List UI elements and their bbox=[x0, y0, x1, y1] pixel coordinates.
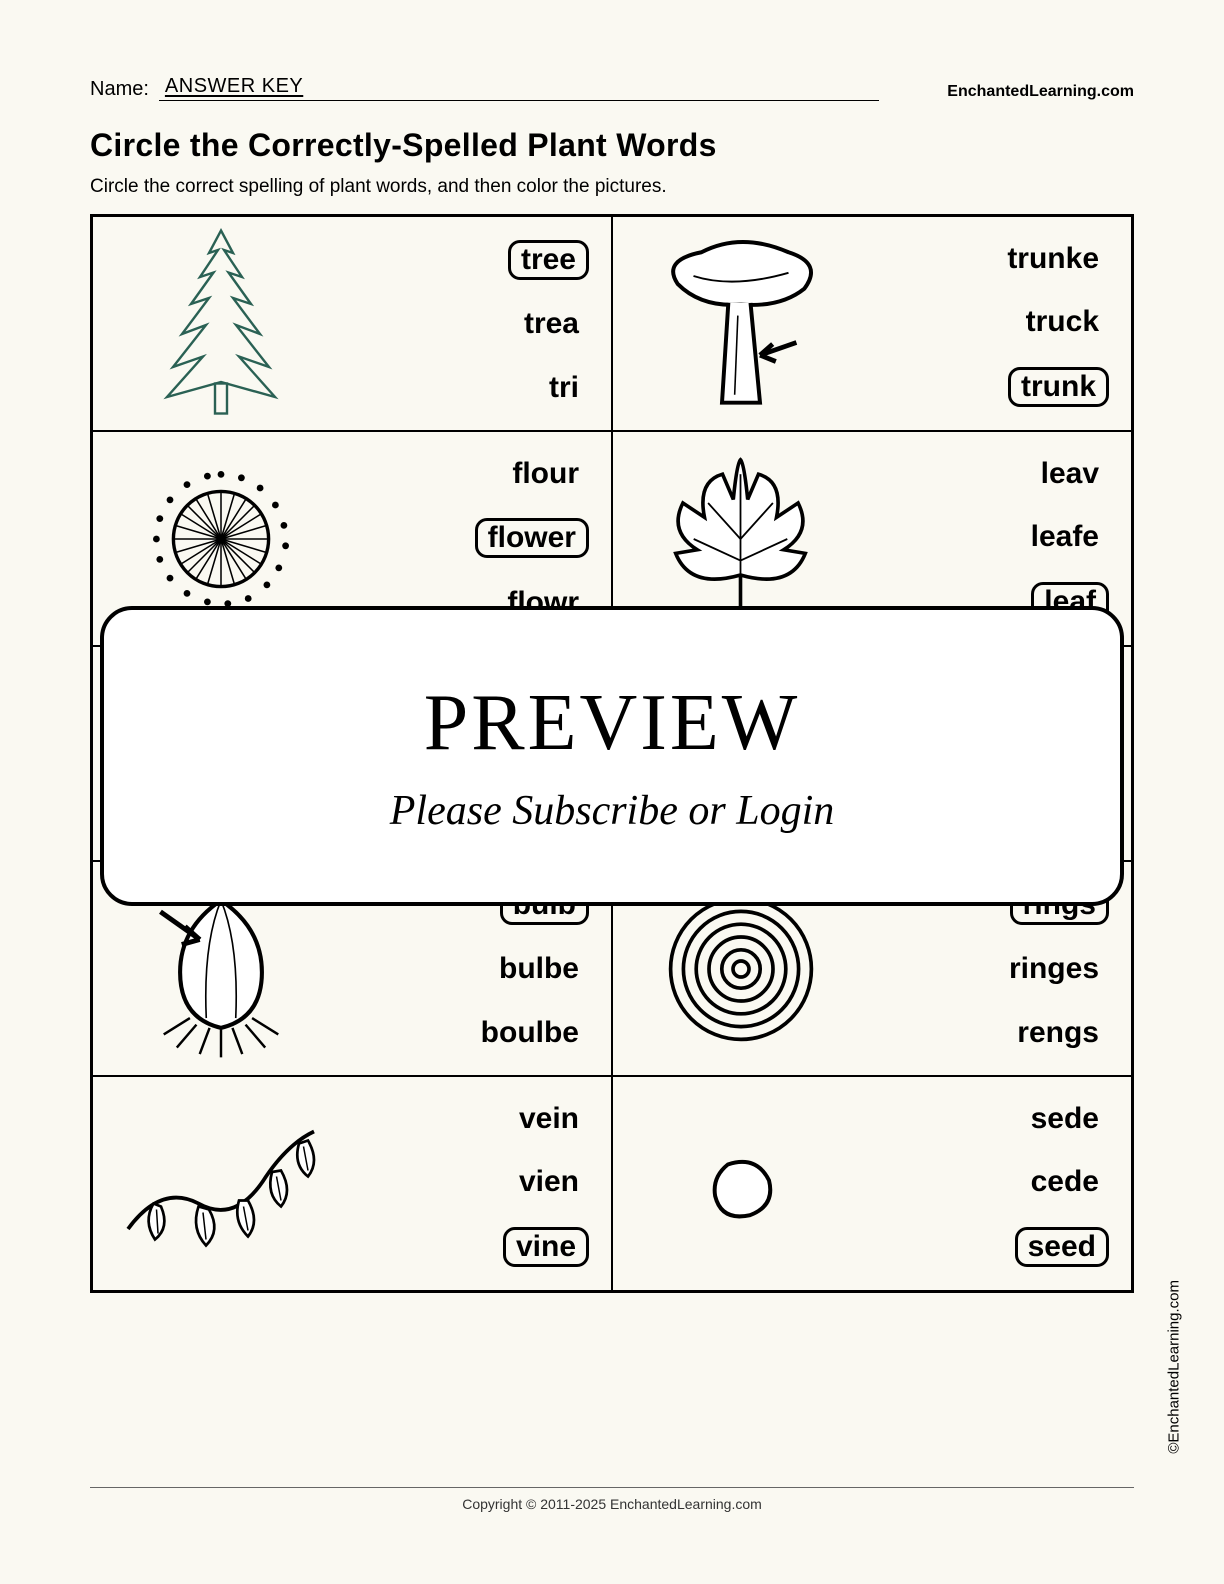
header-row: Name: ANSWER KEY EnchantedLearning.com bbox=[90, 75, 1134, 101]
pine-tree-icon bbox=[93, 217, 348, 430]
trunk-icon bbox=[613, 217, 868, 430]
copyright: Copyright © 2011-2025 EnchantedLearning.… bbox=[462, 1496, 762, 1512]
brand-top: EnchantedLearning.com bbox=[947, 83, 1134, 101]
word-options: tree trea tri bbox=[348, 217, 611, 430]
name-label: Name: bbox=[90, 78, 149, 101]
word-option: seed bbox=[1015, 1227, 1109, 1267]
name-field: Name: ANSWER KEY bbox=[90, 75, 879, 101]
overlay-subtitle: Please Subscribe or Login bbox=[390, 787, 834, 835]
grid-cell: vein vien vine bbox=[92, 1076, 612, 1291]
word-option: vein bbox=[509, 1100, 589, 1138]
overlay-title: PREVIEW bbox=[424, 678, 801, 769]
word-option: leav bbox=[1031, 455, 1109, 493]
preview-overlay[interactable]: PREVIEW Please Subscribe or Login bbox=[100, 606, 1124, 906]
vine-icon bbox=[93, 1077, 348, 1290]
word-option: tree bbox=[508, 240, 589, 280]
word-option: tri bbox=[539, 369, 589, 407]
word-option: sede bbox=[1021, 1100, 1109, 1138]
word-options: vein vien vine bbox=[348, 1077, 611, 1290]
instructions: Circle the correct spelling of plant wor… bbox=[90, 176, 1134, 198]
word-option: leafe bbox=[1021, 518, 1109, 556]
word-option: flour bbox=[502, 455, 589, 493]
footer: Copyright © 2011-2025 EnchantedLearning.… bbox=[0, 1487, 1224, 1512]
word-option: ringes bbox=[999, 950, 1109, 988]
word-option: flower bbox=[475, 518, 589, 558]
word-option: trea bbox=[514, 305, 589, 343]
grid-cell: trunke truck trunk bbox=[612, 216, 1132, 431]
word-option: vien bbox=[509, 1163, 589, 1201]
side-brand: ©EnchantedLearning.com bbox=[1166, 1280, 1183, 1454]
word-option: bulbe bbox=[489, 950, 589, 988]
seed-icon bbox=[613, 1077, 868, 1290]
word-option: trunke bbox=[997, 240, 1109, 278]
grid-row: tree trea tri trunke truck trunk bbox=[92, 216, 1132, 431]
name-value: ANSWER KEY bbox=[159, 75, 879, 101]
grid-row: vein vien vine sede cede seed bbox=[92, 1076, 1132, 1291]
footer-divider bbox=[90, 1487, 1134, 1488]
word-options: trunke truck trunk bbox=[868, 217, 1131, 430]
word-option: truck bbox=[1016, 303, 1109, 341]
word-option: boulbe bbox=[471, 1014, 589, 1052]
word-option: rengs bbox=[1007, 1014, 1109, 1052]
word-option: cede bbox=[1021, 1163, 1109, 1201]
grid-cell: tree trea tri bbox=[92, 216, 612, 431]
word-option: trunk bbox=[1008, 367, 1109, 407]
page-title: Circle the Correctly-Spelled Plant Words bbox=[90, 127, 1134, 164]
grid-cell: sede cede seed bbox=[612, 1076, 1132, 1291]
word-options: sede cede seed bbox=[868, 1077, 1131, 1290]
word-option: vine bbox=[503, 1227, 589, 1267]
